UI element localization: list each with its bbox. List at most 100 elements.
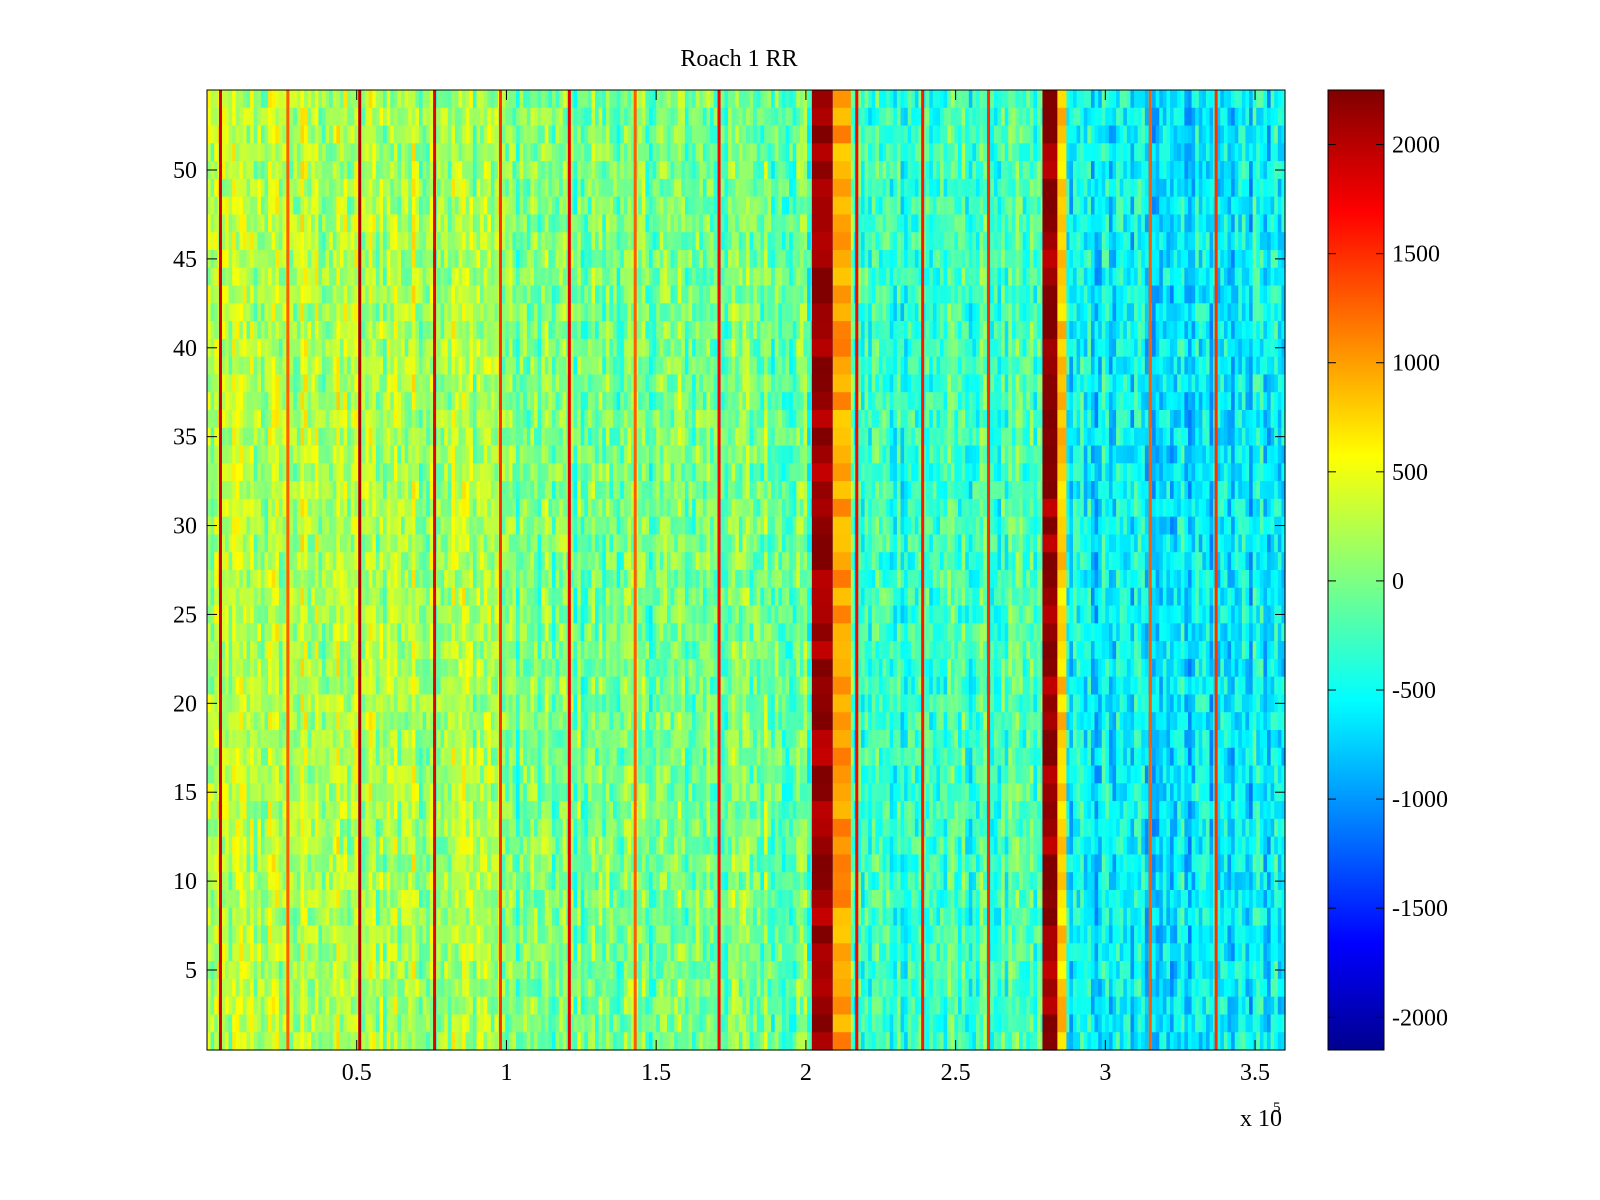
heatmap-cell	[893, 161, 898, 180]
heatmap-cell	[1108, 267, 1114, 287]
heatmap-cell	[943, 285, 948, 304]
heatmap-cell	[447, 285, 452, 304]
heatmap-cell	[731, 143, 736, 162]
heatmap-cell	[602, 303, 607, 322]
heatmap-cell	[746, 338, 751, 358]
heatmap-cell	[1259, 90, 1265, 109]
heatmap-cell	[559, 196, 564, 216]
heatmap-cell	[695, 107, 700, 127]
heatmap-cell	[1065, 321, 1070, 340]
heatmap-cell	[386, 125, 391, 144]
heatmap-cell	[789, 321, 794, 340]
heatmap-cell	[559, 161, 564, 180]
heatmap-cell	[526, 374, 531, 393]
heatmap-cell	[1170, 125, 1175, 144]
heatmap-cell	[469, 161, 474, 180]
heatmap-cell	[889, 232, 894, 251]
heatmap-cell	[1241, 143, 1247, 162]
heatmap-cell	[753, 338, 758, 358]
heatmap-cell	[487, 90, 492, 109]
heatmap-cell	[235, 250, 240, 269]
heatmap-cell	[778, 178, 783, 198]
heatmap-cell	[300, 303, 305, 322]
heatmap-cell	[1029, 250, 1035, 269]
heatmap-cell	[1195, 232, 1200, 251]
heatmap-cell	[598, 232, 603, 251]
heatmap-cell	[221, 125, 226, 144]
heatmap-cell	[1026, 285, 1031, 304]
heatmap-cell	[990, 161, 995, 180]
heatmap-cell	[1184, 143, 1189, 162]
heatmap-cell	[753, 161, 758, 180]
heatmap-cell	[250, 303, 255, 322]
heatmap-cell	[487, 250, 492, 269]
heatmap-cell	[523, 321, 528, 340]
heatmap-cell	[954, 107, 959, 127]
heatmap-cell	[1231, 107, 1236, 127]
heatmap-cell	[289, 285, 294, 304]
heatmap-cell	[993, 125, 999, 144]
heatmap-cell	[235, 125, 240, 144]
heatmap-cell	[936, 161, 941, 180]
heatmap-cell	[738, 285, 743, 304]
heatmap-cell	[1080, 338, 1085, 358]
heatmap-cell	[483, 125, 488, 144]
heatmap-cell	[681, 214, 686, 233]
heatmap-cell	[889, 143, 894, 162]
heatmap-cell	[1277, 267, 1282, 287]
heatmap-cell	[900, 285, 905, 304]
heatmap-cell	[1231, 321, 1236, 340]
heatmap-cell	[688, 125, 693, 144]
heatmap-cell	[562, 161, 567, 180]
heatmap-cell	[584, 125, 589, 144]
heatmap-cell	[210, 285, 215, 304]
heatmap-cell	[526, 338, 531, 358]
heatmap-cell	[239, 267, 244, 287]
heatmap-cell	[954, 338, 959, 358]
heatmap-cell	[1105, 161, 1110, 180]
heatmap-cell	[336, 321, 341, 340]
heatmap-cell	[562, 356, 567, 376]
heatmap-cell	[958, 143, 963, 162]
heatmap-cell	[282, 161, 287, 180]
heatmap-cell	[706, 125, 711, 144]
heatmap-cell	[361, 196, 366, 216]
heatmap-cell	[343, 232, 348, 251]
heatmap-cell	[383, 143, 388, 162]
heatmap-cell	[850, 374, 855, 393]
heatmap-cell	[422, 214, 427, 233]
heatmap-cell	[404, 232, 409, 251]
heatmap-cell	[1011, 214, 1017, 233]
heatmap-cell	[339, 161, 345, 180]
heatmap-cell	[242, 143, 248, 162]
heatmap-cell	[1198, 356, 1203, 376]
heatmap-cell	[501, 125, 506, 144]
heatmap-cell	[487, 232, 492, 251]
heatmap-cell	[850, 338, 855, 358]
heatmap-cell	[480, 285, 485, 304]
heatmap-cell	[591, 196, 596, 216]
heatmap-cell	[329, 161, 334, 180]
heatmap-cell	[386, 285, 391, 304]
heatmap-cell	[1137, 321, 1142, 340]
heatmap-cell	[763, 338, 769, 358]
heatmap-cell	[494, 125, 499, 144]
heatmap-cell	[936, 303, 941, 322]
heatmap-cell	[889, 125, 894, 144]
heatmap-cell	[1159, 285, 1164, 304]
heatmap-cell	[257, 338, 262, 358]
heatmap-cell	[911, 356, 916, 376]
heatmap-cell	[375, 267, 381, 287]
heatmap-cell	[224, 321, 230, 340]
heatmap-cell	[411, 232, 417, 251]
heatmap-cell	[803, 107, 808, 127]
heatmap-cell	[623, 232, 629, 251]
heatmap-cell	[609, 90, 614, 109]
heatmap-cell	[390, 285, 395, 304]
heatmap-cell	[1101, 107, 1106, 127]
heatmap-cell	[1267, 90, 1272, 109]
heatmap-cell	[221, 178, 226, 198]
heatmap-cell	[1004, 196, 1009, 216]
heatmap-cell	[947, 250, 952, 269]
heatmap-cell	[1004, 232, 1009, 251]
